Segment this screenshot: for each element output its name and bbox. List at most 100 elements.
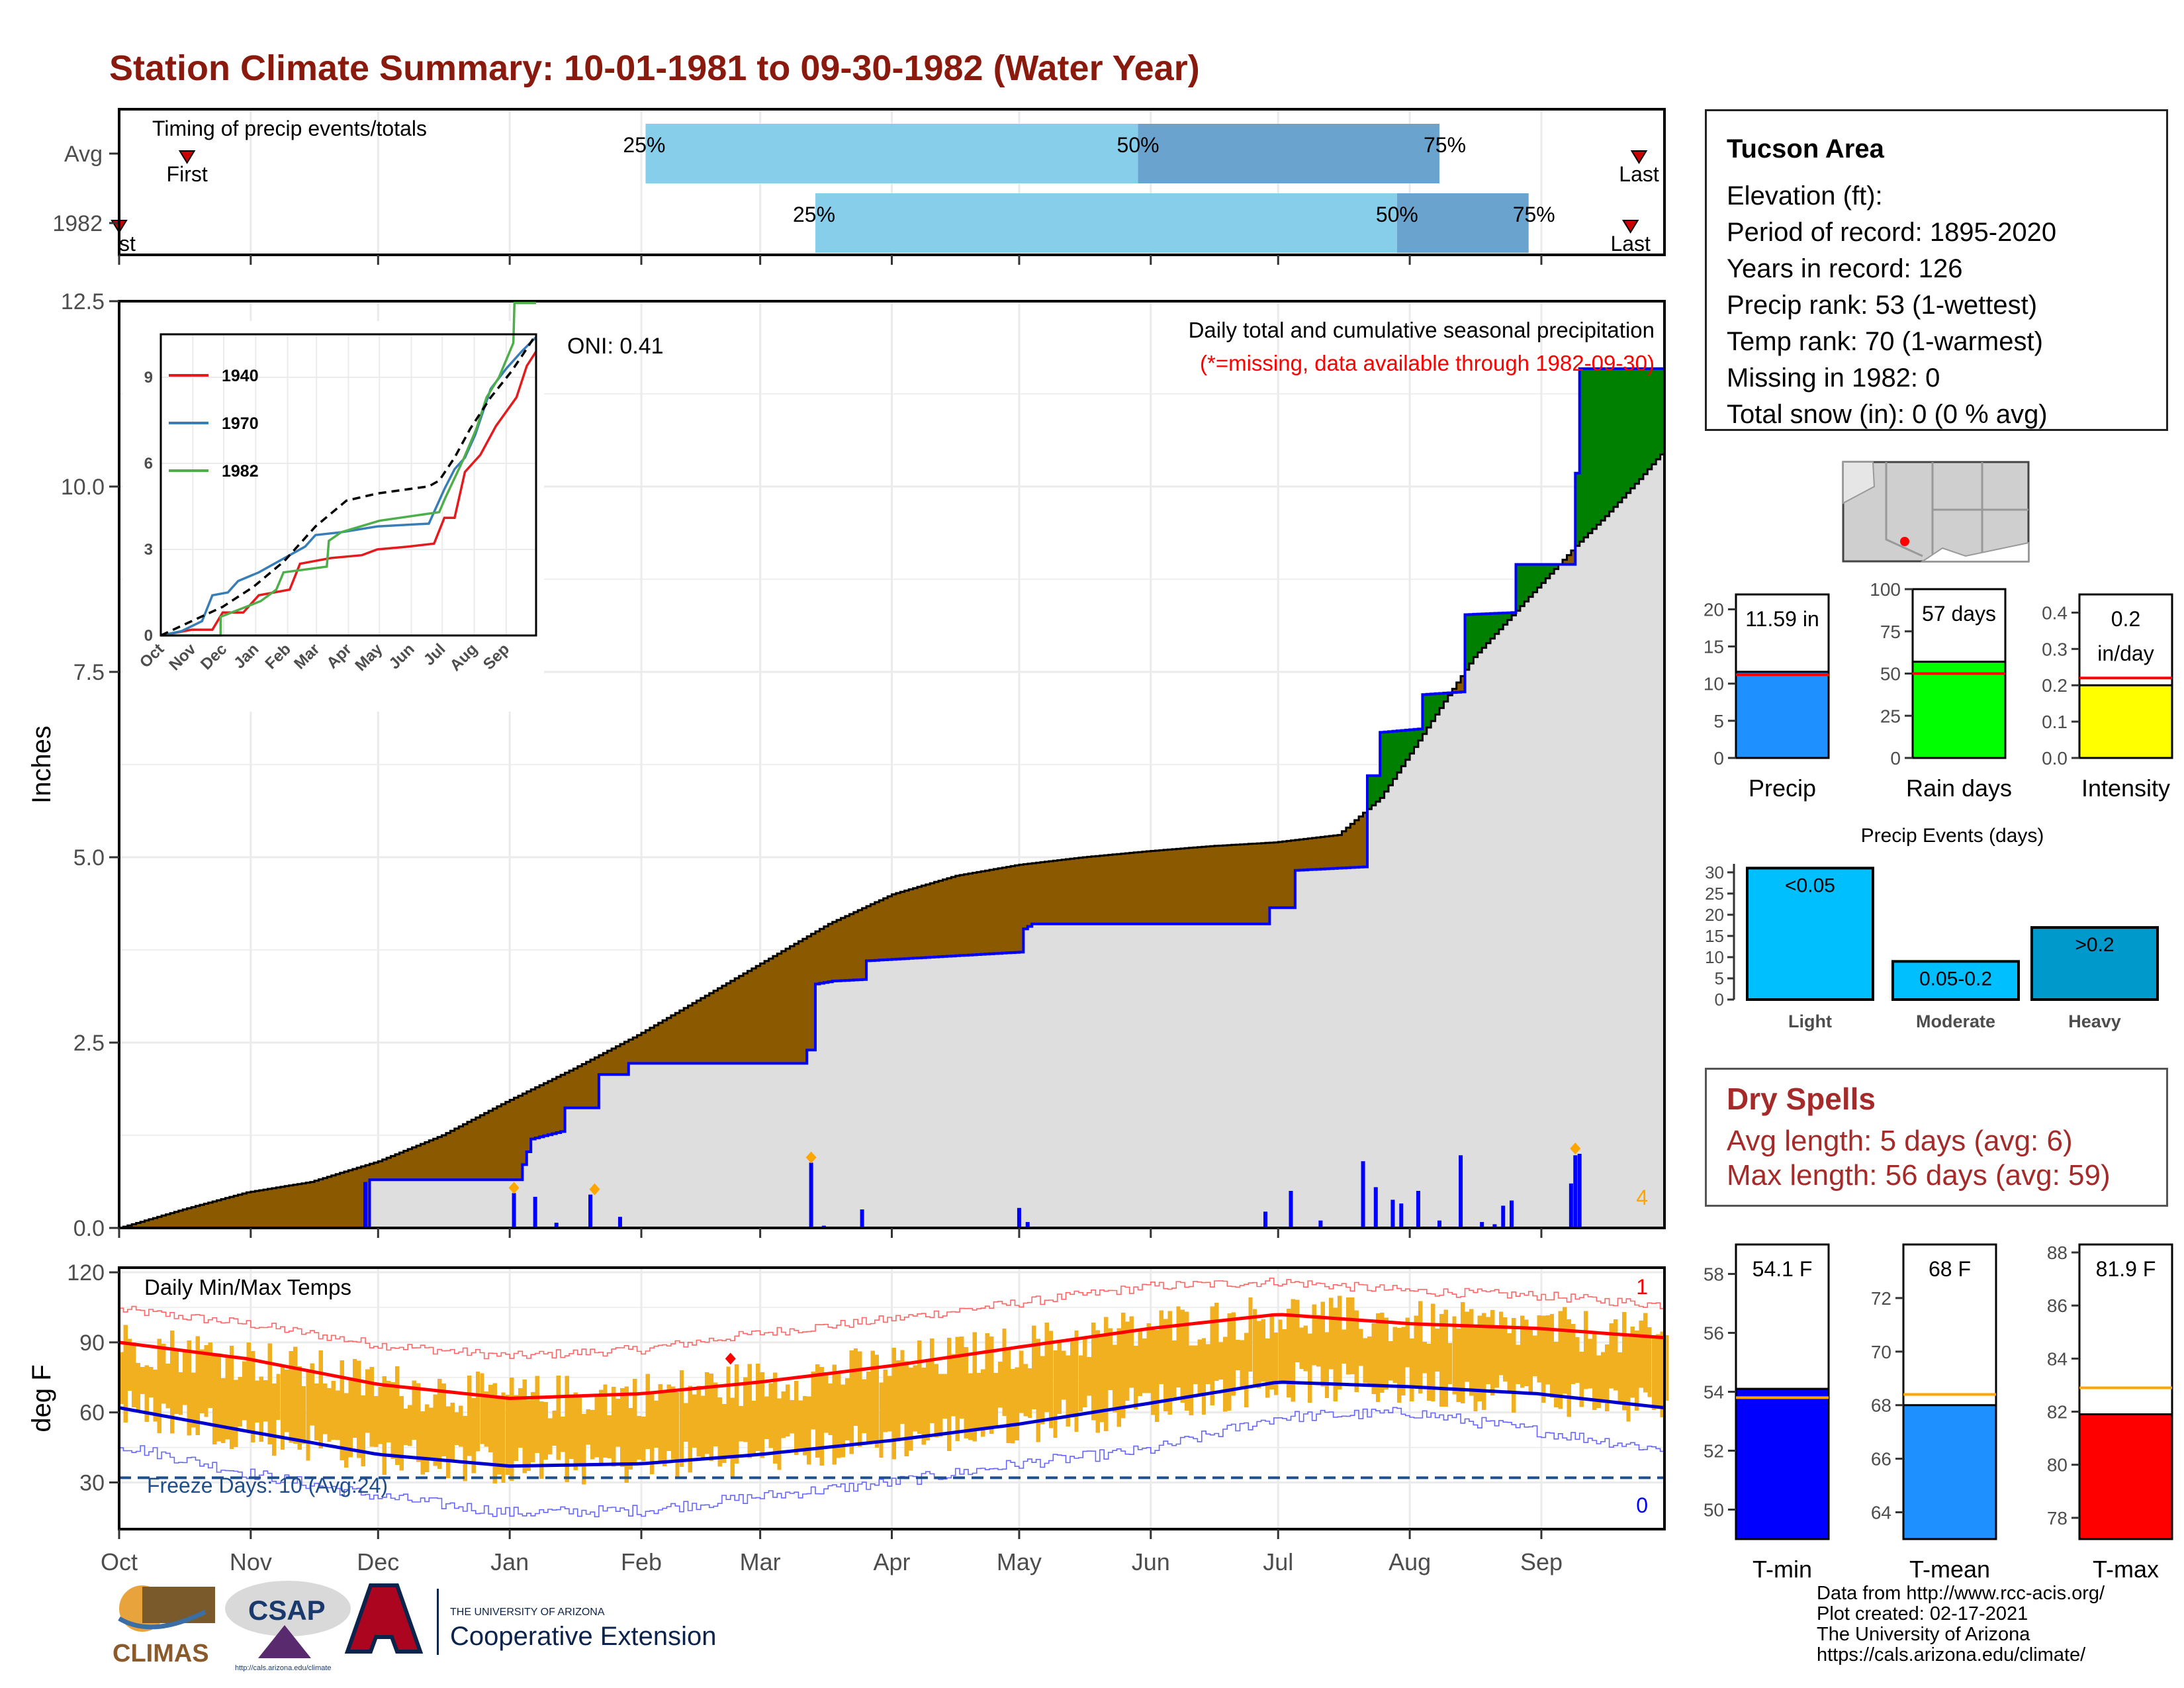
precip-events-y-tick-label: 5 [1715, 968, 1724, 988]
dry-spells-box: Dry Spells Avg length: 5 days (avg: 6) M… [1705, 1068, 2168, 1207]
temp-summary-2-y-tick-label: 80 [2047, 1455, 2068, 1476]
timing-first-label: First [167, 162, 208, 186]
precip-events-bar-moderate [1891, 960, 2020, 1001]
timing-q25-label: 25% [793, 203, 835, 226]
credit-university: The University of Arizona [1817, 1624, 2030, 1645]
temp-summary-0-value-label: 54.1 F [1752, 1257, 1813, 1281]
temp-summary-1-bar [1902, 1404, 1997, 1540]
precip-summary-2-y-tick-label: 0.2 [2042, 675, 2068, 696]
temp-y-tick-label: 120 [67, 1260, 105, 1286]
temp-avg-max-line [118, 1313, 1665, 1401]
precip-daily-bar [617, 1217, 622, 1228]
inset-y-tick-label: 0 [144, 627, 153, 645]
csap-logo: CSAP http://cals.arizona.edu/climate [225, 1581, 351, 1672]
timing-row-label: Avg [64, 142, 103, 167]
precip-summary-2-y-tick-label: 0.3 [2042, 639, 2068, 659]
precip-summary-1: 0 25 50 75 100 57 days Rain days [1870, 579, 2012, 802]
timing-last-marker [1621, 220, 1639, 234]
precip-events-y-tick-label: 20 [1705, 905, 1724, 925]
precip-summary-2-y-tick-label: 0.1 [2042, 712, 2068, 732]
temp-avg-min-line [118, 1380, 1665, 1468]
precip-area-base [119, 449, 1664, 1228]
credits: Data from http://www.rcc-acis.org/ Plot … [1817, 1583, 2105, 1665]
logos: CLIMAS CSAP http://cals.arizona.edu/clim… [113, 1581, 716, 1672]
inset-legend-label: 1940 [222, 367, 259, 385]
precip-daily-bar [1492, 1224, 1497, 1228]
precip-1982-cumulative-line [119, 367, 1664, 1229]
temp-summary-0-y-tick-label: 58 [1704, 1264, 1724, 1285]
oni-label: ONI: 0.41 [567, 334, 664, 359]
precip-summary-0-value-label: 11.59 in [1745, 607, 1819, 631]
precip-y-axis-label: Inches [27, 726, 56, 804]
precip-daily-bar [1318, 1220, 1323, 1228]
record-high-marker [725, 1352, 736, 1365]
precip-daily-bar [1025, 1222, 1030, 1228]
precip-daily-bar [1480, 1222, 1484, 1228]
month-x-tick-label: Apr [873, 1548, 910, 1575]
precip-events-bar-label: <0.05 [1785, 874, 1835, 896]
precip-daily-bar [1361, 1161, 1365, 1228]
month-x-tick-label: Jan [490, 1548, 529, 1575]
temp-summary-2-y-tick-label: 82 [2047, 1402, 2068, 1423]
precip-heavy-event-marker [805, 1151, 817, 1164]
precip-summary-2-category-label: Intensity [2081, 774, 2170, 802]
inset-y-tick-label: 3 [144, 541, 153, 559]
precip-summary-0-y-tick-label: 15 [1704, 637, 1724, 657]
precip-summary-1-category-label: Rain days [1906, 774, 2012, 802]
timing-last-label: Last [1619, 162, 1659, 186]
precip-y-tick-label: 5.0 [73, 845, 105, 870]
precip-y-tick-label: 10.0 [61, 475, 105, 500]
heavy-event-count: 4 [1636, 1186, 1648, 1209]
inset-legend-label: 1970 [222, 414, 259, 433]
temp-summary-2-y-tick-label: 88 [2047, 1243, 2068, 1263]
precip-daily-bar [554, 1223, 559, 1228]
temperature-panel: Freeze Days: 10 (Avg:24) 30 60 90 120 Oct Nov D… [27, 1260, 1669, 1575]
month-x-tick-label: Mar [740, 1548, 781, 1575]
precip-events-bar-light [1746, 867, 1874, 1001]
info-snow: Total snow (in): 0 (0 % avg) [1727, 400, 2048, 429]
temp-summary-2-value-label: 81.9 F [2096, 1257, 2156, 1281]
freeze-days-label: Freeze Days: 10 (Avg:24) [147, 1474, 388, 1497]
precip-summary-1-bar [1911, 661, 2007, 759]
precip-daily-bar [512, 1193, 516, 1228]
temp-summary-0-y-tick-label: 56 [1704, 1323, 1724, 1344]
precip-summary-0-y-tick-label: 0 [1713, 748, 1724, 769]
credit-data-source: Data from http://www.rcc-acis.org/ [1817, 1583, 2105, 1604]
precip-daily-bar [809, 1162, 813, 1228]
timing-panel: 25% 50% 75% First Last Avg 25% 50% 75% st Last 1982… [52, 108, 1666, 265]
dry-spells-avg: Avg length: 5 days (avg: 6) [1727, 1125, 2073, 1157]
precip-summary-0: 0 5 10 15 20 11.59 in Precip [1704, 593, 1830, 802]
timing-q50-label: 50% [1117, 133, 1160, 157]
ua-logo: THE UNIVERSITY OF ARIZONA Cooperative Ex… [344, 1583, 716, 1655]
precip-summary-0-y-tick-label: 5 [1713, 711, 1724, 731]
precip-events-bar-label: >0.2 [2075, 934, 2114, 956]
month-x-tick-label: May [997, 1548, 1042, 1575]
month-x-tick-label: Aug [1388, 1548, 1431, 1575]
temp-summary-1-y-tick-label: 70 [1871, 1342, 1891, 1362]
precip-summary-0-y-tick-label: 20 [1704, 599, 1724, 620]
ua-small-text: THE UNIVERSITY OF ARIZONA [450, 1607, 605, 1618]
precip-summary-1-y-tick-label: 50 [1880, 664, 1901, 684]
timing-bar-upper-1982 [1396, 193, 1529, 253]
precip-daily-bar [1289, 1191, 1293, 1228]
precip-daily-bar [1501, 1205, 1506, 1228]
month-x-tick-label: Feb [621, 1548, 662, 1575]
timing-bar-lower-1982 [815, 193, 1397, 253]
precip-daily-bar [1459, 1155, 1463, 1228]
temp-summary-1-category-label: T-mean [1909, 1556, 1990, 1583]
precip-y-tick-label: 0.0 [73, 1216, 105, 1241]
temp-summary-0-y-tick-label: 50 [1704, 1500, 1724, 1521]
record-low-count: 0 [1636, 1493, 1648, 1517]
precip-daily-bar [1573, 1155, 1578, 1228]
timing-q75-label: 75% [1424, 133, 1466, 157]
timing-q25-label: 25% [623, 133, 665, 157]
precip-summary-1-value-label: 57 days [1922, 602, 1996, 626]
temp-daily-range-bars [119, 1295, 1669, 1485]
inset-avg-line [160, 334, 537, 637]
precip-summary-2-bar [2078, 684, 2173, 759]
timing-last-label: Last [1610, 232, 1651, 256]
station-name: Tucson Area [1727, 134, 1884, 164]
precip-daily-bar [1263, 1211, 1268, 1228]
precip-y-tick-label: 7.5 [73, 660, 105, 685]
